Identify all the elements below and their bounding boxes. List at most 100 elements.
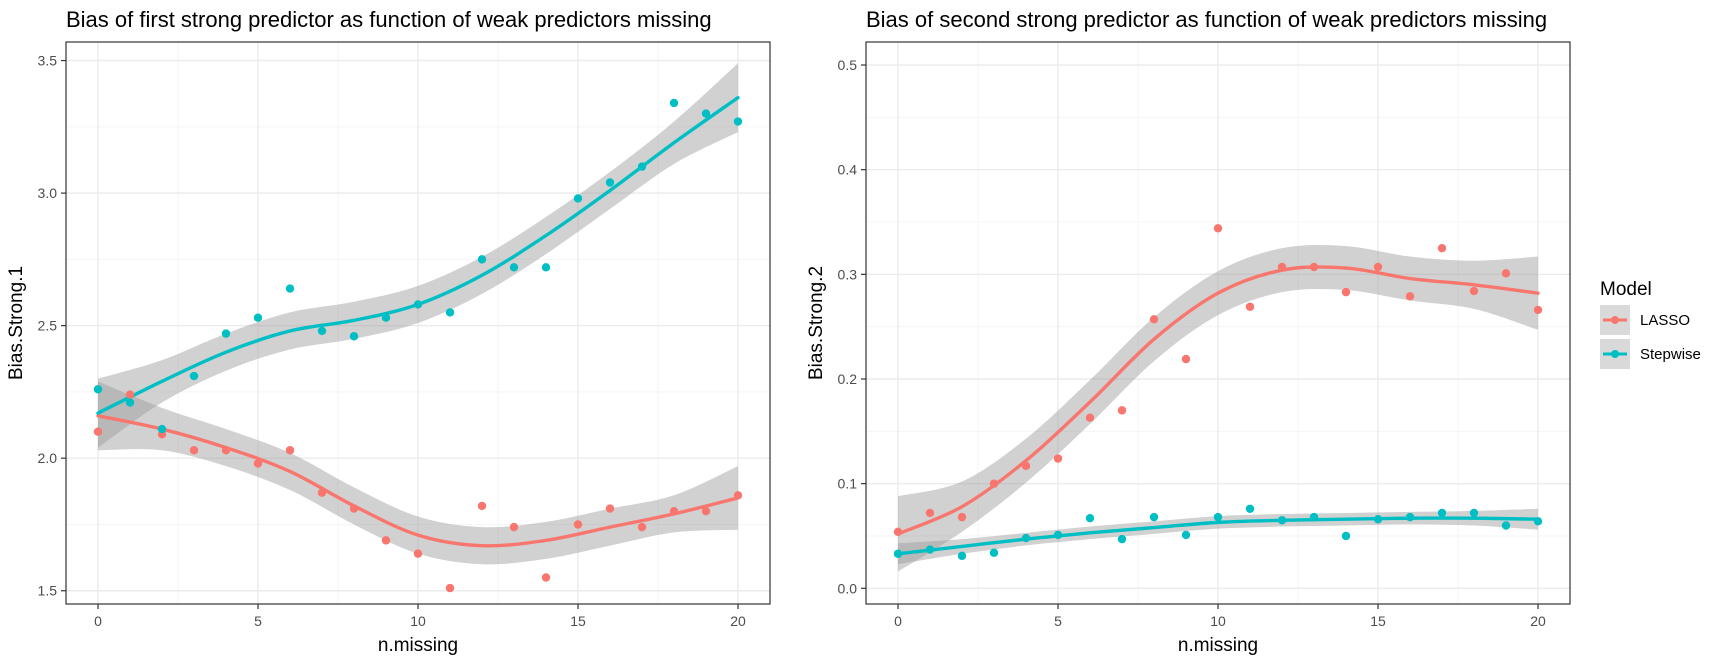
data-point-stepwise (189, 371, 199, 381)
data-point-lasso (701, 507, 711, 516)
data-point-lasso (413, 549, 423, 558)
data-point-lasso (445, 583, 455, 593)
y-tick-label: 0.4 (838, 162, 858, 178)
data-point-lasso (733, 491, 743, 500)
chart-bias-strong-2: Bias of second strong predictor as funct… (806, 7, 1571, 656)
data-point-stepwise (477, 255, 487, 264)
data-point-lasso (381, 536, 391, 545)
data-point-stepwise (733, 117, 743, 126)
data-point-stepwise (1469, 508, 1479, 518)
y-tick-label: 2.0 (38, 450, 58, 466)
y-axis-title: Bias.Strong.2 (806, 266, 827, 380)
data-point-lasso (1373, 262, 1383, 272)
data-point-stepwise (1149, 512, 1159, 522)
confidence-band-lasso (98, 381, 738, 565)
data-point-lasso (349, 504, 359, 513)
x-tick-label: 10 (410, 613, 426, 629)
data-point-lasso (1437, 243, 1447, 253)
data-point-stepwise (445, 308, 455, 317)
y-tick-label: 0.1 (838, 476, 858, 492)
y-tick-label: 0.0 (838, 580, 858, 596)
data-point-lasso (125, 390, 135, 399)
data-point-stepwise (1533, 517, 1543, 526)
data-point-stepwise (1373, 515, 1383, 524)
confidence-band-stepwise (98, 63, 738, 448)
y-tick-label: 0.2 (838, 371, 858, 387)
data-point-stepwise (1309, 512, 1319, 522)
data-point-stepwise (1501, 521, 1511, 530)
data-point-stepwise (605, 178, 615, 187)
data-point-stepwise (381, 313, 391, 322)
data-point-lasso (893, 527, 903, 536)
data-point-lasso (477, 501, 487, 511)
data-point-lasso (1341, 287, 1351, 297)
confidence-band-lasso (898, 244, 1538, 572)
data-point-lasso (189, 446, 199, 455)
x-tick-label: 5 (1054, 613, 1062, 629)
data-point-lasso (1021, 461, 1031, 471)
legend-key-point-stepwise (1611, 350, 1619, 358)
data-point-stepwise (125, 398, 135, 407)
data-point-stepwise (1021, 533, 1031, 543)
data-point-lasso (1469, 286, 1479, 296)
data-point-lasso (1405, 292, 1415, 301)
data-point-lasso (989, 479, 999, 488)
data-point-lasso (1245, 302, 1255, 311)
data-point-lasso (285, 446, 295, 455)
data-point-stepwise (989, 548, 999, 557)
data-point-lasso (573, 520, 583, 529)
data-point-stepwise (669, 98, 679, 108)
data-point-lasso (1149, 315, 1159, 324)
data-point-stepwise (157, 424, 167, 434)
smooth-line-stepwise (896, 516, 1540, 556)
data-point-stepwise (413, 300, 423, 309)
data-point-stepwise (1117, 534, 1127, 544)
data-point-lasso (1213, 224, 1223, 233)
data-point-lasso (1117, 406, 1127, 415)
data-point-lasso (541, 573, 551, 582)
data-point-stepwise (541, 263, 551, 272)
smooth-line-lasso (896, 265, 1540, 536)
x-tick-label: 15 (570, 613, 586, 629)
y-tick-label: 3.0 (38, 185, 58, 201)
y-tick-label: 0.3 (838, 266, 858, 282)
legend-label-lasso: LASSO (1640, 312, 1690, 329)
data-point-stepwise (1341, 531, 1351, 541)
data-point-stepwise (285, 284, 295, 293)
y-tick-label: 3.5 (38, 53, 58, 69)
data-point-lasso (1277, 262, 1287, 272)
chart-bias-strong-1: Bias of first strong predictor as functi… (6, 7, 771, 656)
data-point-stepwise (573, 194, 583, 203)
data-point-lasso (1533, 305, 1543, 315)
x-axis-title: n.missing (1178, 635, 1258, 656)
data-point-lasso (221, 446, 231, 455)
data-point-lasso (93, 427, 103, 436)
y-tick-label: 0.5 (838, 57, 858, 73)
data-point-stepwise (349, 332, 359, 341)
data-point-lasso (1501, 269, 1511, 278)
data-point-lasso (1053, 454, 1063, 463)
data-point-stepwise (1277, 516, 1287, 525)
data-point-lasso (253, 459, 263, 468)
x-tick-label: 10 (1210, 613, 1226, 629)
x-tick-label: 15 (1370, 613, 1386, 629)
data-point-stepwise (1053, 530, 1063, 540)
data-point-lasso (1181, 354, 1191, 364)
legend: Model LASSO Stepwise (1600, 279, 1701, 369)
data-point-lasso (1085, 413, 1095, 422)
data-point-stepwise (1437, 508, 1447, 518)
data-point-lasso (669, 507, 679, 516)
data-point-stepwise (509, 263, 519, 272)
data-point-lasso (605, 504, 615, 513)
data-point-stepwise (1085, 513, 1095, 523)
data-point-stepwise (93, 385, 103, 394)
data-point-lasso (509, 522, 519, 532)
data-point-lasso (317, 488, 327, 497)
data-point-lasso (957, 512, 967, 522)
data-point-stepwise (1405, 512, 1415, 522)
data-point-stepwise (317, 326, 327, 336)
data-point-stepwise (701, 109, 711, 118)
chart-title: Bias of second strong predictor as funct… (866, 7, 1547, 32)
x-axis-title: n.missing (378, 635, 458, 656)
